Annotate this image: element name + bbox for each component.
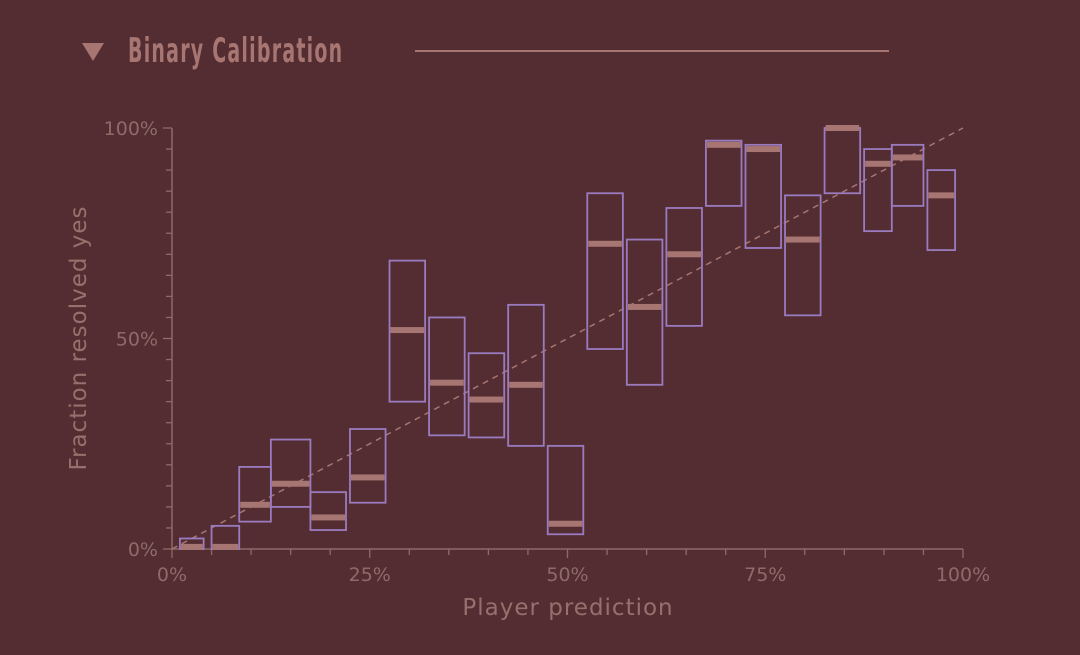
bin-median-bar (180, 543, 203, 550)
calibration-bin (546, 444, 585, 536)
calibration-bin (388, 259, 427, 403)
chart-axes: 0% 25% 50% 75% 100% 0% 50% 100% (104, 118, 990, 586)
bin-median-bar (548, 520, 583, 527)
calibration-bin (467, 352, 506, 439)
bin-box (546, 444, 585, 536)
bin-box (507, 303, 545, 447)
title-divider (415, 50, 889, 52)
calibration-bin (309, 491, 347, 531)
y-tick-label: 100% (104, 118, 158, 140)
calibration-bin (269, 438, 312, 508)
x-tick-label: 0% (157, 564, 187, 586)
calibration-bin (744, 143, 782, 249)
bin-box (349, 428, 387, 504)
calibration-bin (586, 192, 624, 350)
calibration-bin (349, 428, 387, 504)
bin-box (784, 194, 822, 317)
bin-box (823, 127, 862, 195)
bin-median-bar (350, 474, 385, 481)
bin-median-bar (390, 327, 425, 334)
y-tick-label: 0% (128, 539, 158, 561)
x-tick-label: 100% (936, 564, 990, 586)
bin-median-bar (865, 160, 891, 167)
bin-median-bar (825, 125, 860, 131)
bin-median-bar (892, 154, 923, 161)
bin-box (625, 238, 664, 386)
x-tick-label: 75% (744, 564, 786, 586)
bin-box (586, 192, 624, 350)
bin-box (705, 139, 743, 207)
bin-median-bar (240, 501, 270, 508)
bin-box (665, 207, 703, 327)
calibration-bin (926, 169, 956, 251)
bin-box (926, 169, 956, 251)
bin-box (309, 491, 347, 531)
calibration-bin (179, 537, 205, 550)
bin-median-bar (311, 514, 346, 521)
calibration-bin (210, 524, 241, 550)
calibration-boxes (179, 125, 956, 550)
bin-median-bar (430, 379, 464, 386)
chart-labels: Player prediction Fraction resolved yes (66, 205, 673, 621)
bin-median-bar (271, 480, 310, 487)
bin-box (269, 438, 312, 508)
calibration-bin (428, 316, 466, 437)
calibration-bin (823, 125, 862, 195)
bin-box (238, 466, 272, 523)
bin-median-bar (706, 141, 741, 148)
triangle-down-icon[interactable] (80, 36, 106, 66)
bin-median-bar (212, 543, 239, 550)
panel-header: Binary Calibration (80, 28, 900, 74)
bin-box (388, 259, 427, 403)
calibration-bin (507, 303, 545, 447)
y-axis-title: Fraction resolved yes (66, 205, 92, 470)
x-tick-label: 25% (349, 564, 391, 586)
calibration-bin (784, 194, 822, 317)
bin-median-bar (786, 236, 820, 243)
y-tick-label: 50% (116, 329, 158, 351)
bin-box (428, 316, 466, 437)
x-axis-title: Player prediction (462, 595, 673, 621)
bin-box (744, 143, 782, 249)
bin-median-bar (928, 192, 955, 199)
x-tick-label: 50% (546, 564, 588, 586)
panel-title: Binary Calibration (128, 31, 344, 71)
calibration-bin (625, 238, 664, 386)
bin-median-bar (509, 381, 543, 388)
bin-median-bar (667, 251, 701, 258)
bin-box (890, 143, 925, 207)
bin-median-bar (469, 396, 504, 403)
bin-box (467, 352, 506, 439)
bin-median-bar (588, 240, 622, 247)
bin-median-bar (627, 303, 662, 310)
bin-median-bar (746, 146, 781, 153)
calibration-bin (665, 207, 703, 327)
calibration-bin (890, 143, 925, 207)
calibration-bin (705, 139, 743, 207)
calibration-bin (238, 466, 272, 523)
calibration-bin (863, 148, 893, 233)
